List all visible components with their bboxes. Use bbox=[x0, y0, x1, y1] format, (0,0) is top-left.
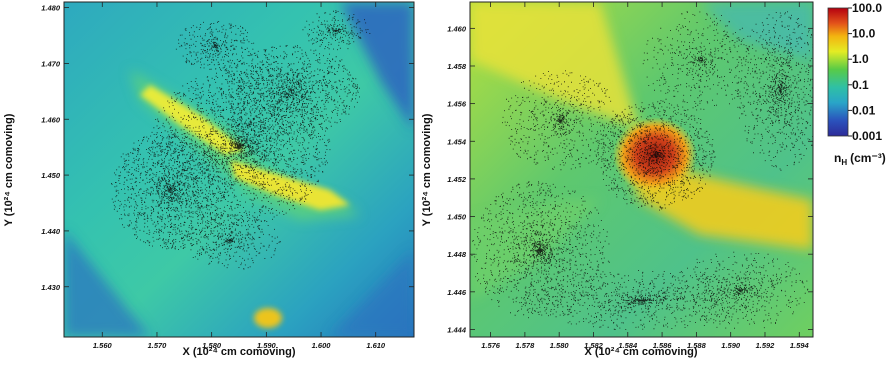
panel-left: 1.560 1.570 1.580 1.590 1.600 1.610 1.430 1.44… bbox=[3, 1, 415, 358]
x-tick-label: 1.580 bbox=[550, 341, 570, 350]
y-axis-left: 1.430 1.440 1.450 1.460 1.470 1.480 bbox=[41, 4, 414, 292]
x-axis-right: 1.576 1.578 1.580 1.582 1.584 1.586 1.588 1.590… bbox=[481, 2, 809, 350]
x-axis-left: 1.560 1.570 1.580 1.590 1.600 1.610 bbox=[93, 2, 386, 350]
colorbar-tick-label: 100.0 bbox=[852, 1, 882, 15]
x-tick-label: 1.588 bbox=[687, 341, 707, 350]
colorbar-gradient bbox=[827, 7, 849, 137]
y-tick-label: 1.452 bbox=[447, 175, 467, 184]
colorbar: 100.0 10.0 1.0 0.1 0.01 0.001 nH (cm⁻³) bbox=[827, 1, 886, 167]
colorbar-tick-label: 0.1 bbox=[852, 78, 869, 92]
x-axis-label-right: X (10²⁴ cm comoving) bbox=[584, 346, 697, 358]
y-tick-label: 1.460 bbox=[41, 115, 61, 124]
x-tick-label: 1.582 bbox=[584, 341, 604, 350]
x-tick-label: 1.592 bbox=[756, 341, 776, 350]
y-tick-label: 1.448 bbox=[447, 250, 467, 259]
x-tick-label: 1.610 bbox=[366, 341, 386, 350]
y-tick-label: 1.440 bbox=[41, 227, 61, 236]
y-axis-label-right: Y (10²⁴ cm comoving) bbox=[421, 113, 433, 226]
density-map-left bbox=[64, 2, 414, 337]
x-tick-label: 1.584 bbox=[618, 341, 638, 350]
x-tick-label: 1.570 bbox=[148, 341, 168, 350]
y-tick-label: 1.454 bbox=[447, 137, 467, 146]
y-axis-right: 1.444 1.446 1.448 1.450 1.452 1.454 1.456 1.458… bbox=[447, 24, 813, 334]
y-tick-label: 1.430 bbox=[41, 283, 61, 292]
y-tick-label: 1.458 bbox=[447, 62, 467, 71]
x-tick-label: 1.600 bbox=[312, 341, 332, 350]
y-tick-label: 1.450 bbox=[447, 213, 467, 222]
x-tick-label: 1.576 bbox=[481, 341, 501, 350]
colorbar-tick-label: 0.01 bbox=[852, 103, 876, 117]
colorbar-tick-label: 1.0 bbox=[852, 52, 869, 66]
colorbar-tick-label: 10.0 bbox=[852, 27, 876, 41]
colorbar-label: nH (cm⁻³) bbox=[834, 151, 886, 167]
y-tick-label: 1.470 bbox=[41, 59, 61, 68]
x-tick-label: 1.580 bbox=[202, 341, 222, 350]
x-tick-label: 1.590 bbox=[721, 341, 741, 350]
x-tick-label: 1.578 bbox=[515, 341, 535, 350]
y-axis-label-left: Y (10²⁴ cm comoving) bbox=[3, 113, 15, 226]
y-tick-label: 1.460 bbox=[447, 24, 467, 33]
density-map-right bbox=[470, 2, 813, 337]
y-tick-label: 1.446 bbox=[447, 288, 467, 297]
y-tick-label: 1.456 bbox=[447, 100, 467, 109]
colorbar-tick-label: 0.001 bbox=[852, 129, 882, 143]
colorbar-ticks: 100.0 10.0 1.0 0.1 0.01 0.001 bbox=[848, 1, 882, 143]
x-tick-label: 1.594 bbox=[790, 341, 810, 350]
x-tick-label: 1.586 bbox=[653, 341, 673, 350]
panel-right: 1.576 1.578 1.580 1.582 1.584 1.586 1.588 1.590… bbox=[421, 1, 814, 358]
x-tick-label: 1.560 bbox=[93, 341, 113, 350]
y-tick-label: 1.444 bbox=[447, 325, 467, 334]
y-tick-label: 1.450 bbox=[41, 171, 61, 180]
x-tick-label: 1.590 bbox=[257, 341, 277, 350]
y-tick-label: 1.480 bbox=[41, 4, 61, 13]
x-axis-label-left: X (10²⁴ cm comoving) bbox=[182, 346, 295, 358]
